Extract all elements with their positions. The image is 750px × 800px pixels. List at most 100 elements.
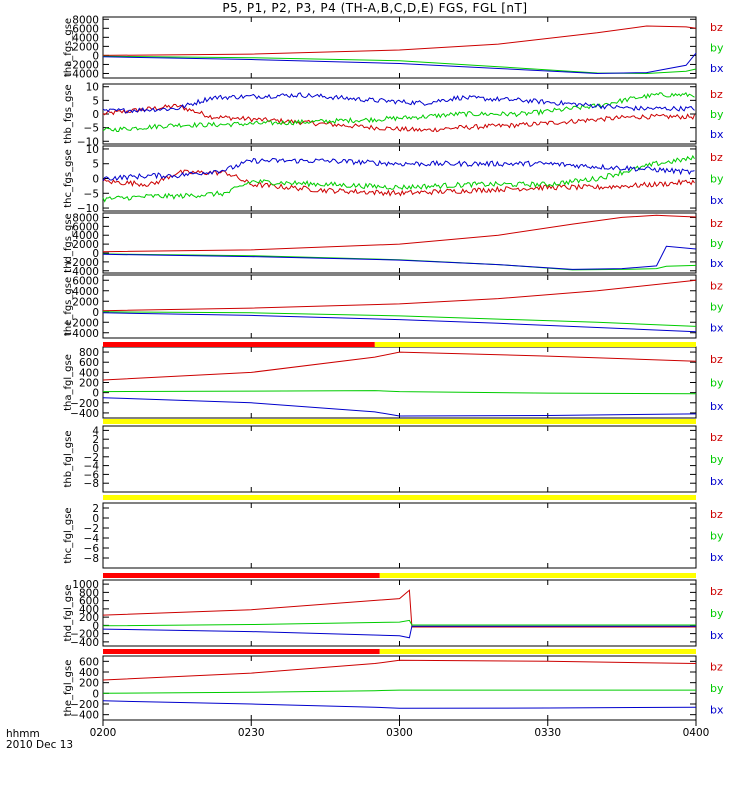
y-tick-label: −5	[84, 188, 99, 200]
legend-bz: bz	[710, 151, 723, 164]
y-tick-label: 600	[79, 357, 99, 369]
y-tick-label: 400	[79, 604, 99, 616]
legend-bx: bx	[710, 62, 724, 75]
y-tick-label: 5	[92, 95, 99, 107]
panel-ylabel: thd_fgs_gse	[63, 213, 74, 272]
y-tick-label: 4000	[72, 286, 99, 298]
y-tick-label: 200	[79, 678, 99, 690]
y-tick-label: 400	[79, 667, 99, 679]
y-tick-label: −4	[84, 533, 100, 545]
y-tick-label: 4000	[72, 32, 99, 44]
y-tick-label: 4	[92, 425, 99, 437]
legend-bz: bz	[710, 508, 723, 521]
legend-by: by	[710, 530, 724, 543]
status-bar-segment	[379, 649, 696, 654]
panel-frame	[102, 16, 697, 79]
y-tick-label: 1000	[72, 579, 99, 591]
series-line-bx	[102, 92, 695, 114]
legend-bz: bz	[710, 585, 723, 598]
y-tick-label: 400	[79, 367, 99, 379]
y-tick-label: 6000	[72, 23, 99, 35]
legend-by: by	[710, 173, 724, 186]
y-tick-label: 200	[79, 612, 99, 624]
series-line-by	[102, 91, 695, 132]
status-bar-segment	[103, 342, 375, 347]
legend-bz: bz	[710, 217, 723, 230]
legend-by: by	[710, 377, 724, 390]
panel-frame	[102, 145, 697, 212]
series-line-bz	[102, 279, 697, 312]
x-tick-label: 0300	[386, 727, 413, 739]
series-line-bx	[102, 397, 697, 417]
y-tick-label: −2000	[63, 317, 99, 329]
panel-ylabel: thb_fgl_gse	[63, 431, 74, 488]
panel-frame	[102, 212, 697, 274]
series-line-bx	[102, 52, 697, 75]
legend-bz: bz	[710, 661, 723, 674]
legend-bx: bx	[710, 128, 724, 141]
y-tick-label: −2	[84, 523, 99, 535]
legend-bx: bx	[710, 322, 724, 335]
panel-frame	[102, 655, 697, 721]
x-tick-label: 0230	[238, 727, 265, 739]
legend-bx: bx	[710, 194, 724, 207]
y-tick-label: −10	[77, 136, 99, 148]
y-tick-label: −2000	[63, 257, 99, 269]
panel-ylabel: tha_fgs_gse	[63, 18, 74, 77]
panel-frame	[102, 502, 697, 569]
legend-bx: bx	[710, 551, 724, 564]
series-line-by	[102, 253, 697, 271]
panel-ylabel: thd_fgl_gse	[63, 585, 74, 642]
y-tick-label: 8000	[72, 212, 99, 224]
y-tick-label: −2	[84, 452, 99, 464]
y-tick-label: −6	[84, 543, 100, 555]
y-tick-label: 200	[79, 378, 99, 390]
status-bar-segment	[103, 649, 380, 654]
y-tick-label: −10	[77, 203, 99, 215]
series-line-bz	[102, 214, 697, 253]
y-tick-label: −8	[84, 553, 99, 565]
y-tick-label: −2000	[63, 59, 99, 71]
y-tick-label: −400	[70, 637, 99, 649]
y-tick-label: −6	[84, 469, 100, 481]
panel-frame	[102, 425, 697, 493]
legend-by: by	[710, 42, 724, 55]
y-tick-label: 4000	[72, 230, 99, 242]
series-line-bx	[102, 245, 697, 270]
series-line-bz	[102, 25, 697, 56]
series-line-by	[102, 619, 696, 627]
series-line-by	[102, 689, 696, 694]
y-tick-label: −400	[70, 408, 99, 420]
y-tick-label: 0	[92, 443, 99, 455]
legend-bx: bx	[710, 629, 724, 642]
status-bar-segment	[374, 342, 696, 347]
y-tick-label: 10	[86, 82, 99, 94]
y-tick-label: 8000	[72, 14, 99, 26]
y-tick-label: 2000	[72, 41, 99, 53]
y-tick-label: −200	[70, 398, 99, 410]
legend-bz: bz	[710, 21, 723, 34]
panel-ylabel: thc_fgs_gse	[63, 149, 74, 208]
y-tick-label: 2000	[72, 239, 99, 251]
plot-title: P5, P1, P2, P3, P4 (TH-A,B,C,D,E) FGS, F…	[222, 1, 528, 15]
y-tick-label: 0	[92, 307, 99, 319]
x-tick-label: 0400	[683, 727, 710, 739]
y-tick-label: 0	[92, 620, 99, 632]
y-tick-label: −4000	[63, 266, 99, 278]
series-line-bz	[102, 103, 695, 133]
y-tick-label: 600	[79, 596, 99, 608]
panel-frame	[102, 83, 697, 145]
y-tick-label: 0	[92, 248, 99, 260]
series-line-bz	[102, 351, 697, 381]
date-label: 2010 Dec 13	[6, 739, 73, 751]
panel-ylabel: tha_fgl_gse	[63, 354, 74, 411]
y-tick-label: −8	[84, 478, 99, 490]
y-tick-label: 0	[92, 50, 99, 62]
y-tick-label: −4	[84, 461, 100, 473]
legend-by: by	[710, 108, 724, 121]
legend-by: by	[710, 301, 724, 314]
y-tick-label: −4000	[63, 68, 99, 80]
series-line-by	[102, 55, 697, 75]
legend-bz: bz	[710, 280, 723, 293]
x-tick-label: 0330	[534, 727, 561, 739]
